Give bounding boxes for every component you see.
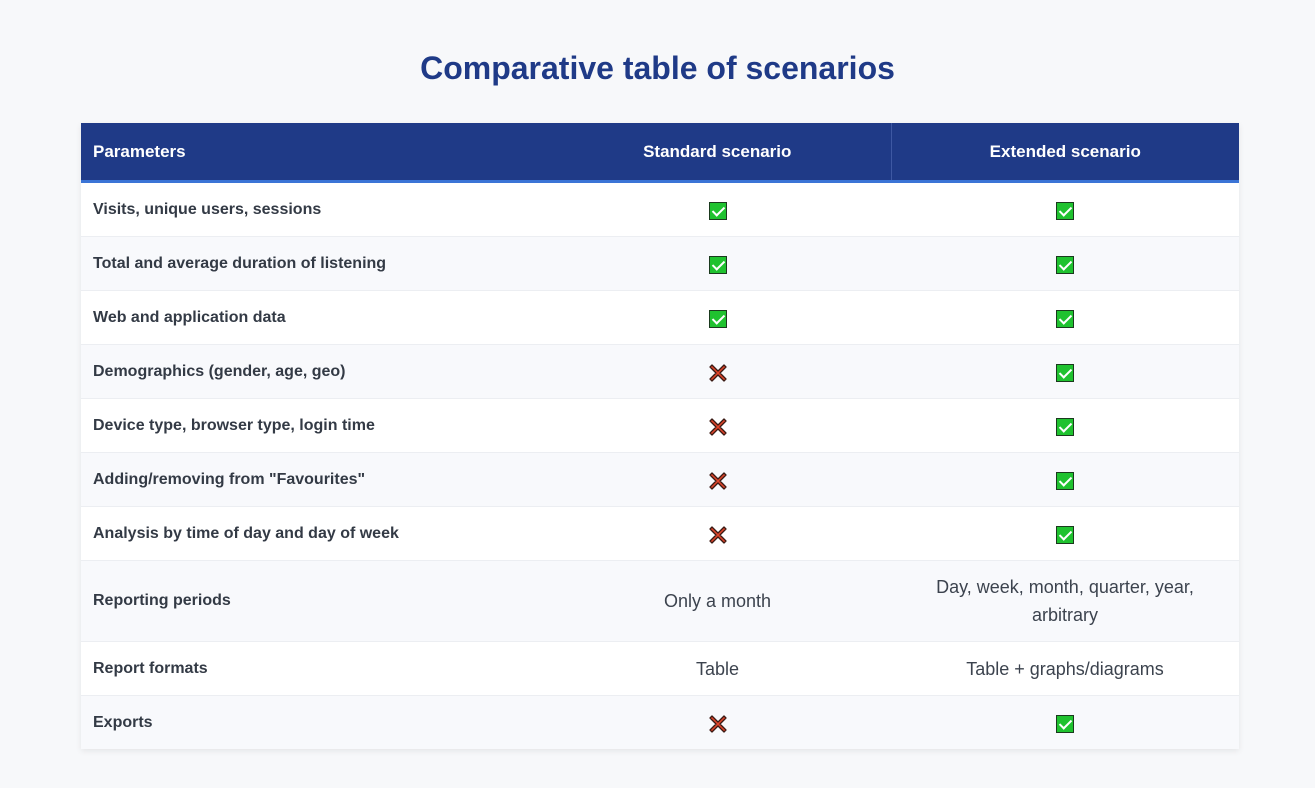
- header-parameters: Parameters: [81, 123, 544, 183]
- table-header-row: Parameters Standard scenario Extended sc…: [81, 123, 1239, 183]
- table-row: Web and application data: [81, 290, 1239, 345]
- check-icon: [708, 255, 727, 274]
- extended-value-cell: [891, 696, 1239, 750]
- check-icon: [1056, 417, 1074, 436]
- table-row: Analysis by time of day and day of week: [81, 506, 1239, 561]
- table-row: Demographics (gender, age, geo): [81, 344, 1239, 399]
- cross-icon: [707, 416, 729, 438]
- table-row: Total and average duration of listening: [81, 236, 1239, 291]
- extended-value-cell: [891, 236, 1239, 291]
- standard-value-cell: [544, 236, 891, 291]
- parameter-cell: Reporting periods: [81, 560, 544, 642]
- parameter-cell: Web and application data: [81, 290, 544, 345]
- extended-value-cell: [891, 290, 1239, 345]
- header-standard-scenario: Standard scenario: [544, 123, 891, 183]
- cross-icon: [707, 713, 729, 735]
- check-icon: [1056, 255, 1074, 274]
- extended-value-cell: [891, 398, 1239, 453]
- standard-value-cell: [544, 696, 891, 750]
- extended-value-cell: Day, week, month, quarter, year, arbitra…: [891, 560, 1239, 642]
- parameter-cell: Report formats: [81, 641, 544, 696]
- standard-value-cell: [544, 181, 891, 237]
- extended-value-cell: [891, 452, 1239, 507]
- comparison-table: Parameters Standard scenario Extended sc…: [81, 123, 1239, 749]
- extended-value-cell: Table + graphs/diagrams: [891, 641, 1239, 696]
- standard-value-cell: [544, 452, 891, 507]
- table-row: Adding/removing from "Favourites": [81, 452, 1239, 507]
- check-icon: [1056, 714, 1074, 733]
- check-icon: [1056, 309, 1074, 328]
- check-icon: [708, 309, 727, 328]
- extended-value-cell: [891, 344, 1239, 399]
- check-icon: [1056, 363, 1074, 382]
- header-extended-scenario: Extended scenario: [890, 123, 1239, 183]
- parameter-cell: Adding/removing from "Favourites": [81, 452, 544, 507]
- parameter-cell: Device type, browser type, login time: [81, 398, 544, 453]
- page-title: Comparative table of scenarios: [420, 50, 895, 86]
- parameter-cell: Total and average duration of listening: [81, 236, 544, 291]
- parameter-cell: Demographics (gender, age, geo): [81, 344, 544, 399]
- parameter-cell: Visits, unique users, sessions: [81, 181, 544, 237]
- table-row: Reporting periods Only a month Day, week, …: [81, 560, 1239, 642]
- check-icon: [1056, 525, 1074, 544]
- cross-icon: [707, 470, 729, 492]
- parameter-cell: Analysis by time of day and day of week: [81, 506, 544, 561]
- standard-value-cell: [544, 290, 891, 345]
- parameter-cell: Exports: [93, 713, 153, 731]
- table-row: Exports: [81, 695, 1239, 750]
- check-icon: [1056, 471, 1074, 490]
- standard-value-cell: Table: [544, 641, 891, 696]
- table-row: Report formats Table Table + graphs/diagra…: [81, 641, 1239, 696]
- standard-value-cell: Only a month: [544, 560, 891, 642]
- check-icon: [1056, 201, 1074, 220]
- table-row: Device type, browser type, login time: [81, 398, 1239, 453]
- standard-value-cell: [544, 344, 891, 399]
- extended-value-cell: [891, 506, 1239, 561]
- table-row: Visits, unique users, sessions: [81, 181, 1239, 237]
- cross-icon: [707, 524, 729, 546]
- extended-value-cell: [891, 181, 1239, 237]
- cross-icon: [707, 362, 729, 384]
- check-icon: [708, 201, 727, 220]
- standard-value-cell: [544, 506, 891, 561]
- standard-value-cell: [544, 398, 891, 453]
